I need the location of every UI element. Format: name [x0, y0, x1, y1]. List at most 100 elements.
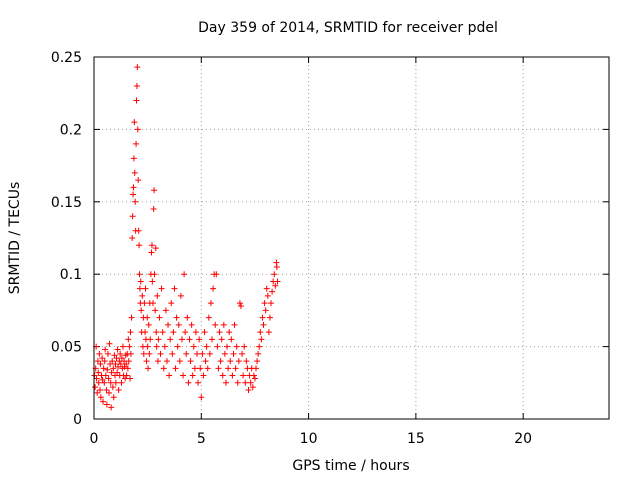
data-point: [166, 372, 173, 379]
data-point: [262, 307, 269, 314]
data-point: [168, 300, 175, 307]
data-point: [103, 387, 110, 394]
data-point: [274, 278, 281, 285]
x-tick-label: 5: [197, 431, 206, 447]
data-point: [206, 350, 213, 357]
data-point: [201, 329, 208, 336]
data-point: [139, 292, 146, 299]
data-point: [97, 360, 104, 367]
data-point: [195, 379, 202, 386]
data-point: [149, 278, 156, 285]
data-point: [271, 271, 278, 278]
data-point: [258, 336, 265, 343]
data-point: [241, 343, 248, 350]
data-point: [183, 350, 190, 357]
data-point: [153, 343, 160, 350]
data-point: [187, 358, 194, 365]
data-point: [152, 307, 159, 314]
data-point: [225, 365, 232, 372]
data-point: [227, 358, 234, 365]
data-point: [205, 314, 212, 321]
data-point: [106, 389, 113, 396]
data-point: [233, 343, 240, 350]
data-point: [102, 346, 109, 353]
data-point: [159, 329, 166, 336]
data-point: [261, 300, 268, 307]
y-tick-label: 0.1: [60, 267, 82, 283]
axis-ticks: [93, 56, 609, 420]
data-point: [250, 372, 257, 379]
data-point: [207, 300, 214, 307]
data-point: [130, 184, 137, 191]
data-point: [219, 372, 226, 379]
data-point: [147, 336, 154, 343]
data-point: [135, 177, 142, 184]
data-point: [140, 350, 147, 357]
data-point: [112, 379, 119, 386]
data-point: [174, 343, 181, 350]
data-point: [132, 198, 139, 205]
tick-labels: 0 5 10 15 20 0 0.05 0.1 0.15 0.2 0.25: [51, 50, 532, 447]
data-point: [177, 292, 184, 299]
data-point: [150, 300, 157, 307]
data-point: [245, 387, 252, 394]
data-point: [154, 292, 161, 299]
data-point: [142, 329, 149, 336]
data-point: [255, 350, 262, 357]
data-point: [117, 350, 124, 357]
data-point: [125, 336, 132, 343]
data-point: [190, 343, 197, 350]
data-point: [144, 314, 151, 321]
data-point: [272, 282, 279, 289]
data-point: [135, 227, 142, 234]
data-point: [215, 365, 222, 372]
data-point: [186, 336, 193, 343]
data-point: [110, 394, 117, 401]
data-point: [216, 329, 223, 336]
data-point: [235, 358, 242, 365]
data-point: [95, 369, 102, 376]
data-point: [171, 285, 178, 292]
data-point: [175, 321, 182, 328]
data-point: [104, 366, 111, 373]
data-point: [269, 288, 276, 295]
data-point: [113, 355, 120, 362]
data-point: [95, 379, 102, 386]
data-point: [222, 379, 229, 386]
data-point: [242, 379, 249, 386]
data-point: [123, 372, 130, 379]
data-point: [122, 352, 129, 359]
data-point: [273, 263, 280, 270]
grid-lines: [94, 57, 609, 419]
data-point: [101, 358, 108, 365]
data-point: [117, 360, 124, 367]
data-point: [141, 300, 148, 307]
data-point: [232, 365, 239, 372]
data-point: [184, 314, 191, 321]
data-point: [154, 358, 161, 365]
data-point: [148, 249, 155, 256]
data-point: [129, 213, 136, 220]
data-point: [99, 355, 106, 362]
data-point: [134, 126, 141, 133]
data-point: [100, 398, 107, 405]
x-tick-label: 10: [300, 431, 318, 447]
data-point: [189, 372, 196, 379]
data-point: [133, 82, 140, 89]
data-point: [199, 350, 206, 357]
data-point: [251, 375, 258, 382]
data-point: [119, 343, 126, 350]
data-point: [151, 187, 158, 194]
data-point: [158, 285, 165, 292]
data-point: [125, 358, 132, 365]
data-point: [127, 329, 134, 336]
data-point: [104, 350, 111, 357]
data-point: [133, 97, 140, 104]
data-point: [196, 336, 203, 343]
data-point: [259, 314, 266, 321]
data-point: [134, 64, 141, 71]
data-point: [145, 321, 152, 328]
data-point: [188, 321, 195, 328]
data-point: [185, 379, 192, 386]
